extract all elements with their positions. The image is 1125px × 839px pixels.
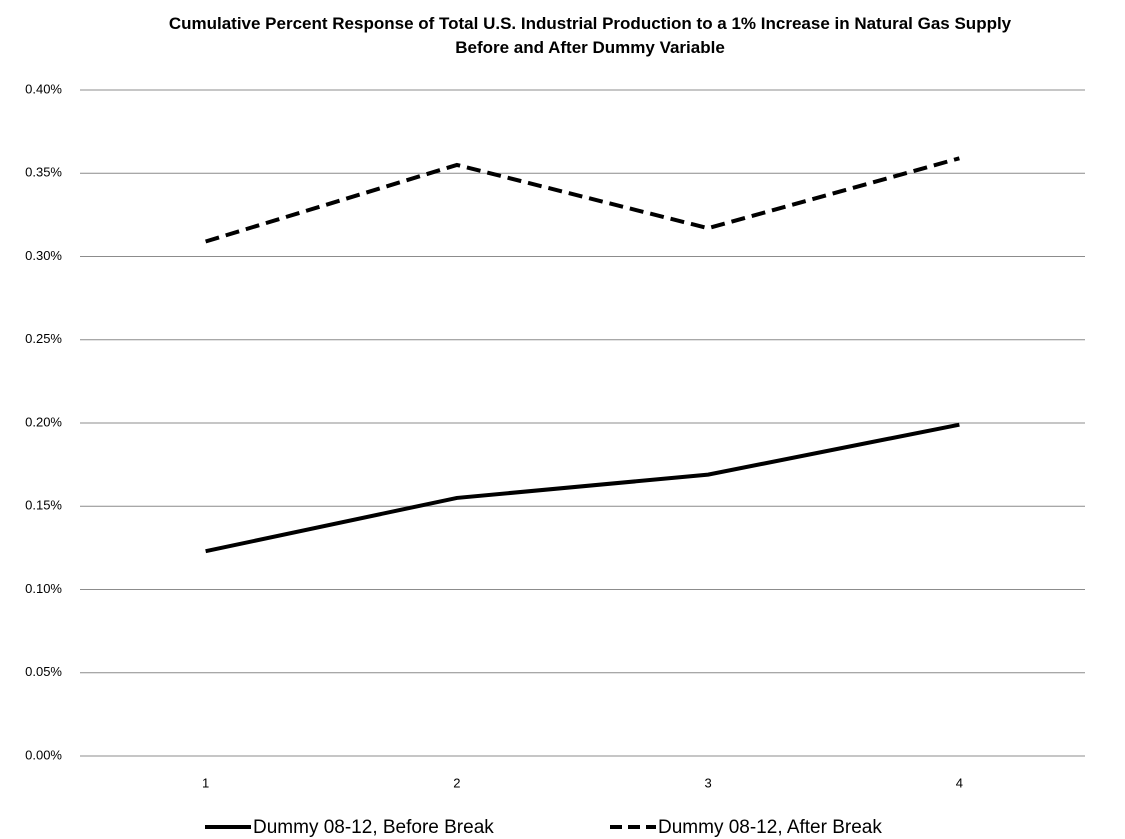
y-tick-label: 0.35%: [25, 165, 62, 180]
y-tick-label: 0.20%: [25, 414, 62, 429]
y-tick-label: 0.40%: [25, 81, 62, 96]
y-tick-label: 0.00%: [25, 747, 62, 762]
legend: Dummy 08-12, After Break: [658, 817, 882, 838]
x-tick-label: 4: [956, 775, 963, 790]
series-line: [205, 156, 960, 244]
series-line: [205, 422, 960, 554]
y-tick-label: 0.25%: [25, 331, 62, 346]
chart-title: Cumulative Percent Response of Total U.S…: [168, 14, 1012, 57]
x-tick-label: 1: [202, 775, 209, 790]
x-tick-label: 3: [705, 775, 712, 790]
y-tick-label: 0.10%: [25, 581, 62, 596]
legend: Dummy 08-12, Before Break: [253, 817, 494, 838]
y-tick-label: 0.30%: [25, 248, 62, 263]
y-tick-label: 0.15%: [25, 498, 62, 513]
y-tick-label: 0.05%: [25, 664, 62, 679]
x-tick-label: 2: [453, 775, 460, 790]
